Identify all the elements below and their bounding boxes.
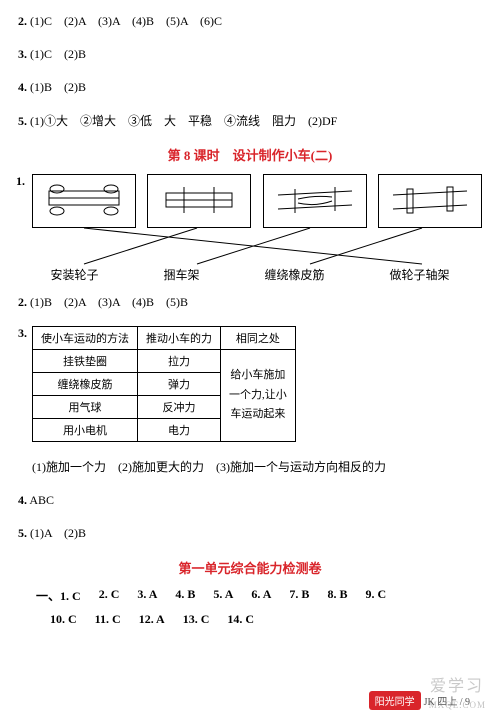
cell: 用气球 <box>33 395 138 418</box>
th-3: 相同之处 <box>221 326 296 349</box>
diagram-box-3 <box>263 174 367 228</box>
answer-line-5b: 5. (1)A (2)B <box>18 524 482 543</box>
diagram-labels: 安装轮子 捆车架 缠绕橡皮筋 做轮子轴架 <box>18 266 482 283</box>
ans: 3. A <box>137 587 157 604</box>
ans: 6. A <box>251 587 271 604</box>
q-parts: ABC <box>29 493 54 507</box>
q-num: 2. <box>18 14 27 28</box>
watermark-2: MXQE.COM <box>429 700 486 710</box>
lesson-8-title: 第 8 课时 设计制作小车(二) <box>18 145 482 164</box>
ans: 8. B <box>327 587 347 604</box>
label-3: 缠绕橡皮筋 <box>264 266 324 283</box>
cell: 缠绕橡皮筋 <box>33 372 138 395</box>
watermark-1: 爱学习 <box>430 672 484 696</box>
answer-line-5: 5. (1)①大 ②增大 ③低 大 平稳 ④流线 阻力 (2)DF <box>18 112 482 131</box>
question-3b: 3. 使小车运动的方法 推动小车的力 相同之处 挂铁垫圈 拉力 给小车施加 一个… <box>18 326 482 450</box>
q-num: 5. <box>18 526 27 540</box>
q-num: 5. <box>18 114 27 128</box>
q-parts: (1)C (2)B <box>30 47 86 61</box>
q-parts: (1)①大 ②增大 ③低 大 平稳 ④流线 阻力 (2)DF <box>30 114 337 128</box>
q-num: 3. <box>18 326 27 340</box>
label-2: 捆车架 <box>163 266 199 283</box>
axle-frame-icon <box>385 181 475 221</box>
q-num: 3. <box>18 47 27 61</box>
cell: 电力 <box>138 418 221 441</box>
q-parts: (1)B (2)B <box>30 80 86 94</box>
answers-row-2: 10. C 11. C 12. A 13. C 14. C <box>18 612 482 627</box>
diagram-box-2 <box>147 174 251 228</box>
band-frame-icon <box>270 181 360 221</box>
label-1: 安装轮子 <box>50 266 98 283</box>
answer-line-4: 4. (1)B (2)B <box>18 78 482 97</box>
frame-icon <box>154 181 244 221</box>
merged-cell: 给小车施加 一个力,让小 车运动起来 <box>221 349 296 441</box>
diagram-box-1 <box>32 174 136 228</box>
q-num: 4. <box>18 493 27 507</box>
ans: 2. C <box>99 587 120 604</box>
ans: 7. B <box>289 587 309 604</box>
matching-lines <box>32 228 492 268</box>
th-2: 推动小车的力 <box>138 326 221 349</box>
q-parts: (1)B (2)A (3)A (4)B (5)B <box>30 295 188 309</box>
ans: 13. C <box>183 612 210 627</box>
label-4: 做轮子轴架 <box>389 266 449 283</box>
cell: 用小电机 <box>33 418 138 441</box>
section-label: 一、1. C <box>36 587 81 604</box>
answer-line-2b: 2. (1)B (2)A (3)A (4)B (5)B <box>18 293 482 312</box>
ans: 12. A <box>139 612 165 627</box>
q-parts: (1)A (2)B <box>30 526 86 540</box>
answer-line-2: 2. (1)C (2)A (3)A (4)B (5)A (6)C <box>18 12 482 31</box>
methods-table: 使小车运动的方法 推动小车的力 相同之处 挂铁垫圈 拉力 给小车施加 一个力,让… <box>32 326 296 442</box>
page-footer: 阳光同学 JK 四上 / 9 <box>0 691 500 710</box>
ans: 14. C <box>227 612 254 627</box>
cart-icon <box>39 181 129 221</box>
answer-line-3: 3. (1)C (2)B <box>18 45 482 64</box>
diagram-question-1: 1. <box>18 174 482 283</box>
cell: 反冲力 <box>138 395 221 418</box>
q-parts: (1)C (2)A (3)A (4)B (5)A (6)C <box>30 14 222 28</box>
unit-test-title: 第一单元综合能力检测卷 <box>18 558 482 577</box>
q-num: 4. <box>18 80 27 94</box>
ans: 10. C <box>50 612 77 627</box>
q-num: 1. <box>16 174 25 189</box>
th-1: 使小车运动的方法 <box>33 326 138 349</box>
ans: 11. C <box>95 612 121 627</box>
answers-row-1: 一、1. C 2. C 3. A 4. B 5. A 6. A 7. B 8. … <box>18 587 482 604</box>
cell: 挂铁垫圈 <box>33 349 138 372</box>
ans: 5. A <box>213 587 233 604</box>
q-num: 2. <box>18 295 27 309</box>
ans: 4. B <box>175 587 195 604</box>
ans: 9. C <box>365 587 386 604</box>
footer-brand: 阳光同学 <box>369 691 421 710</box>
cell: 弹力 <box>138 372 221 395</box>
q3b-subanswers: (1)施加一个力 (2)施加更大的力 (3)施加一个与运动方向相反的力 <box>18 458 482 477</box>
diagram-box-4 <box>378 174 482 228</box>
answer-line-4b: 4. ABC <box>18 491 482 510</box>
cell: 拉力 <box>138 349 221 372</box>
